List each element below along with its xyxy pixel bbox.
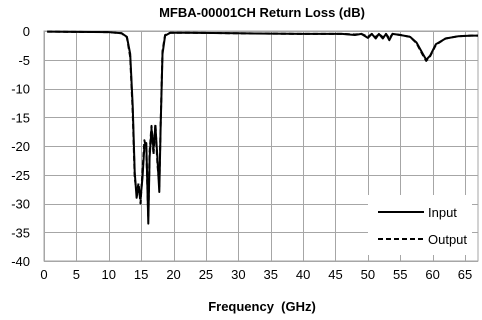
y-tick-label: -25 [11, 168, 30, 183]
x-tick-label: 0 [40, 267, 47, 282]
x-tick-label: 50 [361, 267, 375, 282]
x-tick-label: 60 [425, 267, 439, 282]
y-tick-label: 0 [23, 24, 30, 39]
chart-title: MFBA-00001CH Return Loss (dB) [159, 5, 365, 20]
y-tick-label: -30 [11, 197, 30, 212]
x-axis-label: Frequency (GHz) [208, 299, 316, 314]
x-tick-label: 45 [328, 267, 342, 282]
x-tick-label: 35 [263, 267, 277, 282]
legend-label-input: Input [428, 205, 457, 220]
series-line-output [47, 30, 478, 219]
legend-label-output: Output [428, 232, 467, 247]
y-tick-label: -10 [11, 82, 30, 97]
x-tick-label: 40 [296, 267, 310, 282]
y-tick-label: -5 [18, 53, 30, 68]
legend: Input Output [368, 195, 472, 255]
plot-frame [43, 30, 479, 262]
legend-box [368, 195, 472, 255]
y-tick-label: -20 [11, 139, 30, 154]
y-tick-labels: 0 -5 -10 -15 -20 -25 -30 -35 -40 [11, 24, 30, 269]
x-tick-label: 5 [73, 267, 80, 282]
y-tick-label: -35 [11, 225, 30, 240]
y-tick-label: -15 [11, 110, 30, 125]
x-tick-label: 25 [199, 267, 213, 282]
x-tick-label: 65 [458, 267, 472, 282]
x-tick-label: 30 [231, 267, 245, 282]
x-tick-label: 10 [102, 267, 116, 282]
series-lines [47, 30, 478, 225]
y-tick-label: -40 [11, 254, 30, 269]
x-tick-label: 20 [166, 267, 180, 282]
x-tick-label: 15 [134, 267, 148, 282]
x-tick-labels: 0 5 10 15 20 25 30 35 40 45 50 55 60 65 [40, 267, 472, 282]
x-tick-label: 55 [393, 267, 407, 282]
